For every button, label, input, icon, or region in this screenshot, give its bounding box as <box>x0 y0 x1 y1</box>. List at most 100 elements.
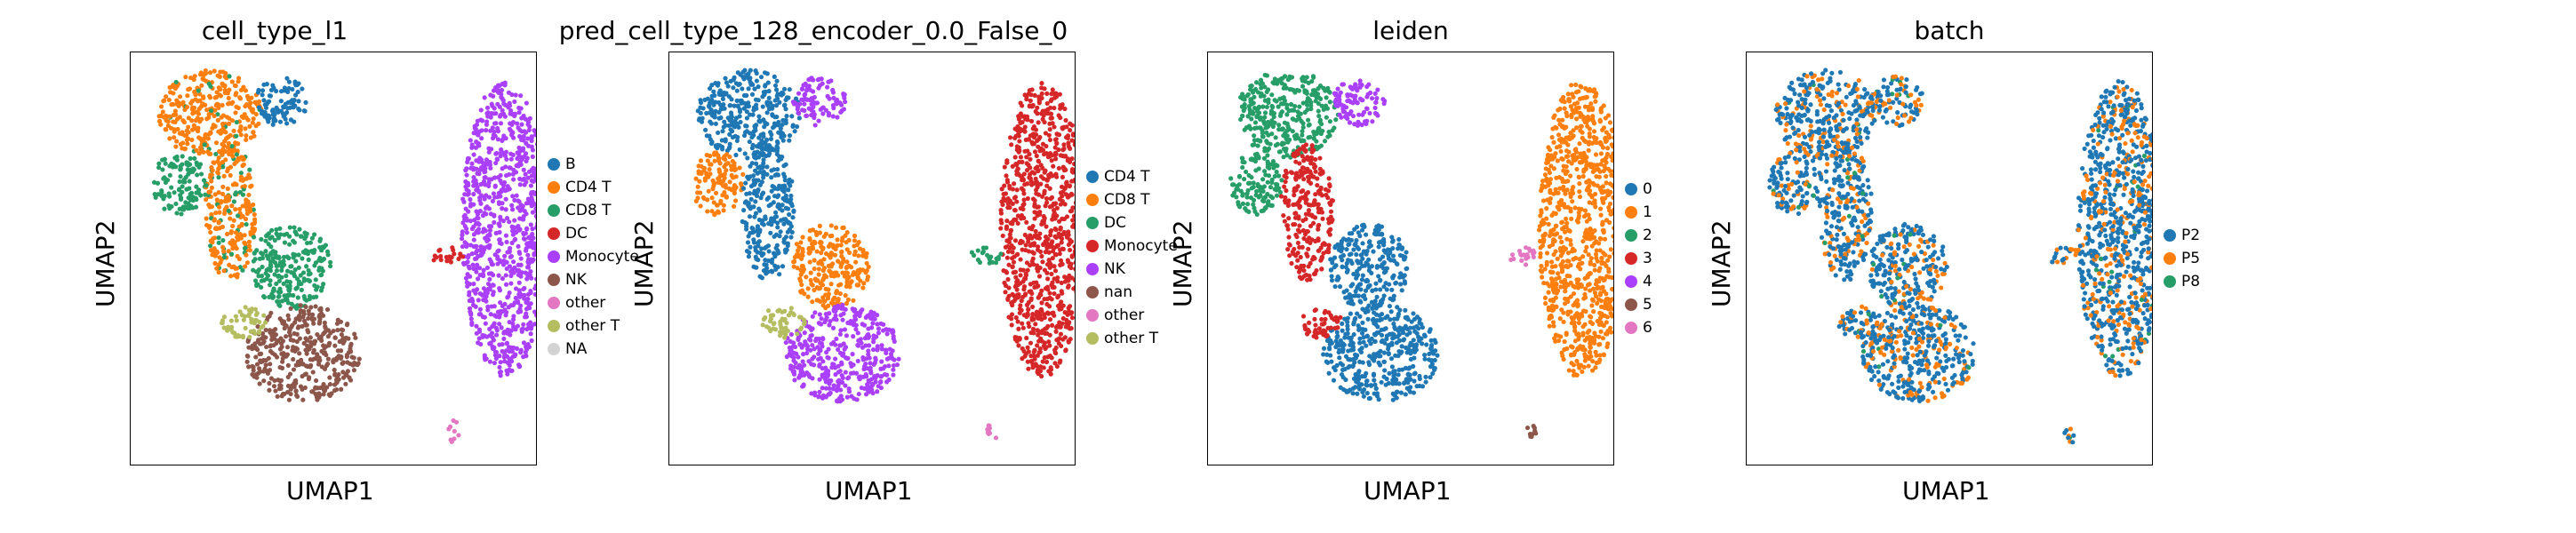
umap-point <box>839 253 844 259</box>
umap-point <box>507 264 512 269</box>
umap-point <box>833 365 838 370</box>
umap-point <box>1066 140 1071 146</box>
umap-point <box>1012 293 1017 298</box>
umap-point <box>297 351 302 356</box>
umap-point <box>820 344 825 349</box>
umap-point <box>983 245 989 251</box>
umap-point <box>818 298 823 304</box>
umap-point <box>257 351 262 357</box>
umap-point <box>242 233 247 238</box>
umap-point <box>835 115 840 120</box>
umap-point <box>261 313 267 318</box>
y-axis-label: UMAP2 <box>629 219 659 307</box>
umap-point <box>804 113 809 118</box>
umap-point <box>1024 116 1029 122</box>
umap-point <box>819 322 824 327</box>
umap-point <box>891 336 896 341</box>
umap-point <box>222 74 228 79</box>
umap-point <box>855 330 860 336</box>
umap-point <box>818 347 823 354</box>
umap-point <box>810 299 815 305</box>
umap-point <box>448 259 453 265</box>
umap-point <box>513 236 518 242</box>
umap-point <box>356 361 361 366</box>
umap-point <box>493 355 499 362</box>
umap-point <box>528 331 533 337</box>
umap-point <box>172 129 177 134</box>
umap-point <box>844 259 850 265</box>
umap-point <box>711 152 717 157</box>
umap-point <box>231 128 236 133</box>
umap-point <box>216 219 221 225</box>
umap-point <box>768 328 773 334</box>
umap-point <box>251 202 256 208</box>
umap-point <box>703 127 708 132</box>
umap-point <box>177 187 182 192</box>
umap-point <box>516 362 522 368</box>
umap-point <box>462 212 468 218</box>
umap-point <box>791 369 796 374</box>
umap-point <box>816 266 821 272</box>
umap-point <box>804 344 811 349</box>
umap-point <box>1063 117 1068 123</box>
umap-point <box>723 76 728 81</box>
umap-point <box>742 200 748 205</box>
umap-point <box>471 237 476 243</box>
umap-point <box>492 106 497 111</box>
umap-point <box>479 248 484 253</box>
umap-point <box>285 300 291 306</box>
legend-entry: nan <box>1086 281 1178 304</box>
umap-point <box>1068 311 1074 316</box>
umap-point <box>515 121 520 126</box>
umap-point <box>704 133 709 139</box>
umap-point <box>497 193 502 198</box>
umap-point <box>464 218 470 223</box>
umap-point <box>500 341 505 347</box>
umap-point <box>771 200 776 205</box>
umap-point <box>998 251 1004 257</box>
umap-point <box>781 221 787 227</box>
umap-point <box>194 190 199 195</box>
umap-point <box>186 167 191 173</box>
umap-point <box>522 182 527 187</box>
umap-point <box>1053 345 1059 351</box>
umap-point <box>432 253 437 259</box>
umap-point <box>1029 250 1036 255</box>
umap-point <box>297 227 302 232</box>
umap-point <box>1022 124 1028 130</box>
umap-point <box>515 298 521 304</box>
umap-point <box>272 237 277 243</box>
umap-point <box>1014 287 1020 292</box>
umap-point <box>338 348 344 354</box>
umap-point <box>698 98 703 103</box>
umap-point <box>753 248 758 253</box>
umap-point <box>840 270 845 275</box>
umap-point <box>776 130 781 135</box>
umap-point <box>783 120 788 125</box>
umap-point <box>494 156 500 162</box>
umap-point <box>286 79 292 84</box>
umap-point <box>216 204 222 210</box>
umap-point <box>353 335 358 340</box>
umap-point <box>821 257 827 262</box>
umap-point <box>1035 105 1040 110</box>
umap-point <box>250 226 255 231</box>
umap-point <box>167 114 172 119</box>
umap-point <box>1273 135 1278 140</box>
umap-point <box>1012 217 1017 222</box>
umap-point <box>238 87 244 93</box>
umap-point <box>230 238 236 243</box>
umap-point <box>791 264 796 269</box>
umap-point <box>234 119 239 125</box>
umap-point <box>1001 191 1006 197</box>
umap-point <box>1047 353 1053 359</box>
umap-point <box>180 184 185 189</box>
umap-point <box>844 300 850 306</box>
umap-point <box>212 95 218 100</box>
umap-point <box>339 386 344 392</box>
umap-point <box>341 338 347 344</box>
umap-point <box>708 121 714 126</box>
umap-point <box>798 240 804 245</box>
umap-point <box>764 71 770 76</box>
umap-point <box>1310 74 1316 79</box>
